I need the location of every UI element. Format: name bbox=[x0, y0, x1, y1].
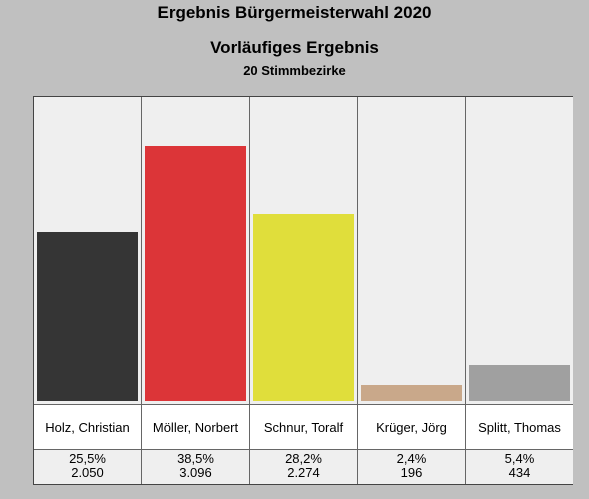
bar bbox=[469, 365, 570, 401]
candidate-name: Krüger, Jörg bbox=[358, 405, 465, 450]
candidate-column: Splitt, Thomas 5,4% 434 bbox=[466, 97, 574, 484]
result-values: 5,4% 434 bbox=[466, 450, 573, 484]
candidate-column: Schnur, Toralf 28,2% 2.274 bbox=[250, 97, 358, 484]
candidate-name: Schnur, Toralf bbox=[250, 405, 357, 450]
plot-area bbox=[466, 97, 573, 405]
percent-label: 2,4% bbox=[396, 451, 427, 466]
bar bbox=[37, 232, 138, 401]
candidate-name: Splitt, Thomas bbox=[466, 405, 573, 450]
percent-label: 5,4% bbox=[504, 451, 535, 466]
votes-label: 196 bbox=[400, 465, 423, 480]
results-table: Holz, Christian 25,5% 2.050 Möller, Norbert… bbox=[33, 96, 573, 485]
plot-area bbox=[250, 97, 357, 405]
bar bbox=[145, 146, 246, 401]
candidate-name: Holz, Christian bbox=[34, 405, 141, 450]
plot-area bbox=[142, 97, 249, 405]
bar bbox=[361, 385, 462, 401]
chart-subtitle: Vorläufiges Ergebnis bbox=[210, 38, 379, 57]
votes-label: 2.050 bbox=[71, 465, 104, 480]
candidate-column: Möller, Norbert 38,5% 3.096 bbox=[142, 97, 250, 484]
votes-label: 434 bbox=[508, 465, 531, 480]
votes-label: 2.274 bbox=[287, 465, 320, 480]
percent-label: 28,2% bbox=[285, 451, 322, 466]
chart-title: Ergebnis Bürgermeisterwahl 2020 bbox=[157, 3, 432, 22]
candidate-name: Möller, Norbert bbox=[142, 405, 249, 450]
percent-label: 25,5% bbox=[69, 451, 106, 466]
result-values: 38,5% 3.096 bbox=[142, 450, 249, 484]
bar bbox=[253, 214, 354, 401]
district-count: 20 Stimmbezirke bbox=[243, 63, 346, 78]
votes-label: 3.096 bbox=[179, 465, 212, 480]
result-values: 25,5% 2.050 bbox=[34, 450, 141, 484]
candidate-column: Holz, Christian 25,5% 2.050 bbox=[34, 97, 142, 484]
candidate-column: Krüger, Jörg 2,4% 196 bbox=[358, 97, 466, 484]
result-values: 28,2% 2.274 bbox=[250, 450, 357, 484]
plot-area bbox=[358, 97, 465, 405]
plot-area bbox=[34, 97, 141, 405]
result-values: 2,4% 196 bbox=[358, 450, 465, 484]
percent-label: 38,5% bbox=[177, 451, 214, 466]
